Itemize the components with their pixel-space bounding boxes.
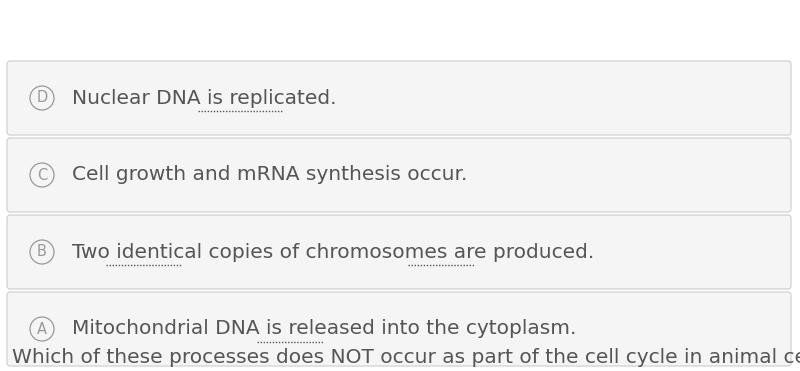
Text: Cell growth and mRNA synthesis occur.: Cell growth and mRNA synthesis occur. [72,165,467,184]
Text: Two identical copies of chromosomes are produced.: Two identical copies of chromosomes are … [72,243,594,262]
FancyBboxPatch shape [7,61,791,135]
Text: Nuclear DNA is replicated.: Nuclear DNA is replicated. [72,89,337,108]
Text: C: C [37,167,47,183]
FancyBboxPatch shape [7,215,791,289]
Text: Mitochondrial DNA is released into the cytoplasm.: Mitochondrial DNA is released into the c… [72,319,576,338]
Text: D: D [36,91,48,105]
Text: B: B [37,244,47,259]
FancyBboxPatch shape [7,138,791,212]
Text: A: A [37,322,47,336]
FancyBboxPatch shape [7,292,791,366]
Text: Which of these processes does NOT occur as part of the cell cycle in animal cell: Which of these processes does NOT occur … [12,348,800,367]
